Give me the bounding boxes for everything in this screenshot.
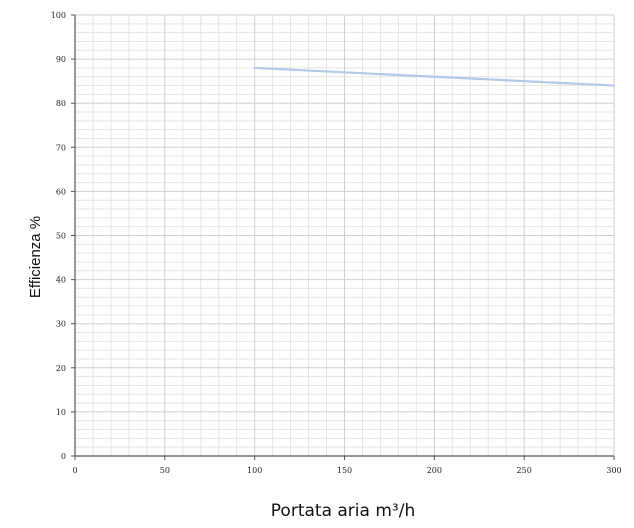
grid xyxy=(75,14,615,456)
y-tick-label: 90 xyxy=(56,55,66,64)
y-tick-label: 50 xyxy=(56,232,66,241)
y-axis-label: Efficienza % xyxy=(27,216,44,298)
x-tick-label: 300 xyxy=(606,466,621,475)
y-tick-label: 10 xyxy=(56,408,66,417)
y-tick-label: 30 xyxy=(56,320,66,329)
x-axis-label: Portata aria m³/h xyxy=(271,501,415,521)
y-tick-label: 100 xyxy=(51,11,66,20)
series xyxy=(253,66,616,87)
y-tick-label: 0 xyxy=(61,452,66,461)
x-tick-label: 250 xyxy=(517,466,532,475)
efficiency-line xyxy=(253,66,616,87)
x-tick-label: 200 xyxy=(427,466,442,475)
y-tick-label: 80 xyxy=(56,99,66,108)
y-tick-label: 60 xyxy=(56,187,66,196)
y-tick-label: 40 xyxy=(56,276,66,285)
x-tick-label: 150 xyxy=(337,466,352,475)
x-tick-label: 50 xyxy=(160,466,170,475)
x-tick-label: 0 xyxy=(72,466,77,475)
axes xyxy=(71,14,615,460)
x-tick-label: 100 xyxy=(247,466,262,475)
x-tick-labels: 0 50 100 150 200 250 300 xyxy=(72,466,621,475)
y-tick-labels: 0 10 20 30 40 50 60 70 80 90 100 xyxy=(51,11,66,461)
y-tick-label: 70 xyxy=(56,143,66,152)
y-tick-label: 20 xyxy=(56,364,66,373)
